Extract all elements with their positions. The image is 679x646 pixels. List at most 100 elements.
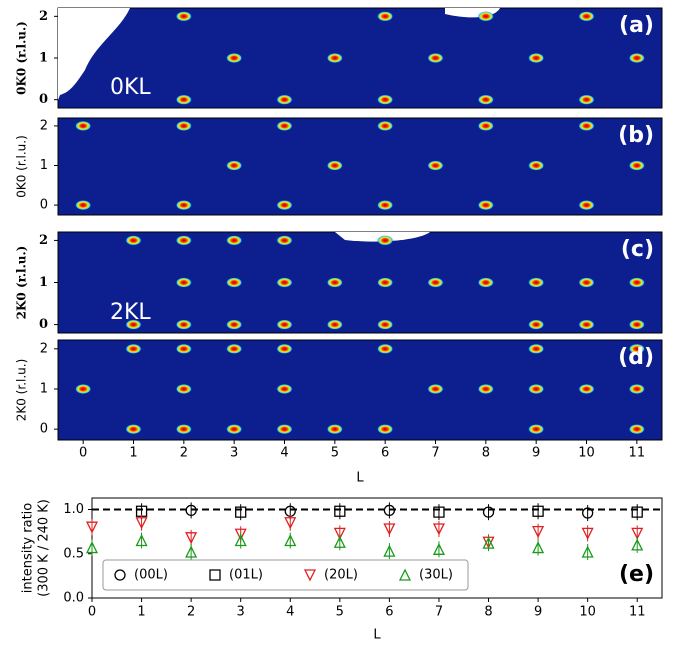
diffraction-spot [226, 160, 243, 171]
diffraction-spot [578, 383, 595, 394]
diffraction-spot [477, 277, 494, 288]
y-tick-label: 1 [40, 158, 48, 173]
diffraction-spot [276, 120, 293, 131]
marker [234, 528, 247, 541]
x-tick-label: 6 [385, 605, 393, 620]
diffraction-spot [578, 11, 595, 22]
diffraction-spot [175, 11, 192, 22]
y-axis-label: 0K0 (r.l.u.) [15, 135, 29, 198]
diffraction-spot [528, 383, 545, 394]
diffraction-spot [75, 383, 92, 394]
y-tick-label: 2 [39, 9, 48, 24]
diffraction-spot [578, 319, 595, 330]
diffraction-spot [175, 343, 192, 354]
heatmap-background [57, 117, 663, 216]
y-tick-label: 0 [40, 422, 48, 437]
diffraction-spot [326, 53, 343, 63]
legend-marker [303, 569, 317, 582]
diffraction-spot [377, 120, 394, 131]
x-tick-label: 11 [629, 446, 646, 461]
x-tick-label: 4 [286, 605, 294, 620]
diffraction-spot [528, 343, 545, 354]
x-tick-label: 4 [280, 446, 288, 461]
diffraction-spot [175, 319, 192, 330]
diffraction-spot [226, 343, 243, 354]
diffraction-spot [427, 383, 444, 394]
diffraction-spot [226, 319, 243, 330]
diffraction-spot [276, 94, 293, 105]
marker [581, 545, 594, 558]
marker [383, 504, 396, 517]
diffraction-spot [427, 277, 444, 288]
annotation: 0KL [110, 75, 151, 100]
diffraction-spot [326, 319, 343, 330]
marker [432, 542, 446, 555]
diffraction-spot [276, 235, 293, 246]
panel-label: (a) [619, 13, 654, 38]
diffraction-spot [578, 120, 595, 131]
diffraction-spot [477, 200, 494, 211]
marker [85, 521, 99, 534]
y-tick-label: 0 [39, 317, 48, 332]
diffraction-spot [377, 11, 394, 22]
diffraction-spot [175, 424, 192, 435]
y-tick-label: 0 [39, 92, 48, 107]
diffraction-spot [326, 277, 343, 288]
diffraction-spot [578, 94, 595, 105]
diffraction-spot [175, 383, 192, 394]
diffraction-spot [75, 200, 92, 211]
x-tick-label: 11 [629, 605, 646, 620]
marker [482, 536, 495, 549]
marker [432, 523, 446, 536]
diffraction-spot [125, 235, 142, 246]
diffraction-spot [175, 235, 192, 246]
diffraction-spot [377, 319, 394, 330]
y-tick-label: 2 [39, 233, 48, 248]
marker [433, 506, 445, 518]
diffraction-spot [628, 53, 645, 63]
diffraction-spot [628, 160, 645, 171]
diffraction-spot [276, 277, 293, 288]
x-tick-label: 9 [532, 446, 540, 461]
legend-box [102, 559, 469, 591]
diffraction-spot [125, 424, 142, 435]
diffraction-spot [226, 277, 243, 288]
diffraction-spot [377, 343, 394, 354]
marker [482, 506, 495, 518]
mask-region [58, 8, 130, 100]
marker [185, 545, 198, 558]
x-tick-label: 7 [431, 446, 439, 461]
x-axis-label: L [356, 471, 364, 486]
x-tick-label: 6 [381, 446, 389, 461]
diffraction-spot [578, 277, 595, 288]
x-tick-label: 1 [137, 605, 145, 620]
marker [234, 534, 247, 547]
marker [582, 507, 594, 519]
diffraction-spot [628, 277, 645, 288]
x-tick-label: 0 [88, 605, 96, 620]
diffraction-spot [477, 94, 494, 105]
marker [532, 541, 545, 554]
diffraction-spot [477, 383, 494, 394]
diffraction-spot [226, 53, 243, 63]
marker [333, 527, 346, 540]
marker [135, 505, 148, 517]
diffraction-spot [377, 200, 394, 211]
y-tick-label: 2 [40, 341, 48, 356]
diffraction-spot [276, 319, 293, 330]
marker [581, 527, 594, 540]
x-tick-label: 5 [331, 446, 339, 461]
y-axis-label: 2K0 (r.l.u.) [15, 246, 29, 320]
diffraction-spot [377, 424, 394, 435]
marker [185, 504, 197, 517]
y-tick-label: 2 [40, 118, 48, 133]
x-tick-label: 1 [129, 446, 137, 461]
diffraction-spot [477, 11, 494, 22]
x-tick-label: 5 [336, 605, 344, 620]
diffraction-spot [528, 53, 545, 63]
diffraction-spot [528, 424, 545, 435]
diffraction-spot [226, 424, 243, 435]
heatmap-background [57, 231, 663, 334]
y-tick-label: 1.0 [63, 502, 84, 517]
